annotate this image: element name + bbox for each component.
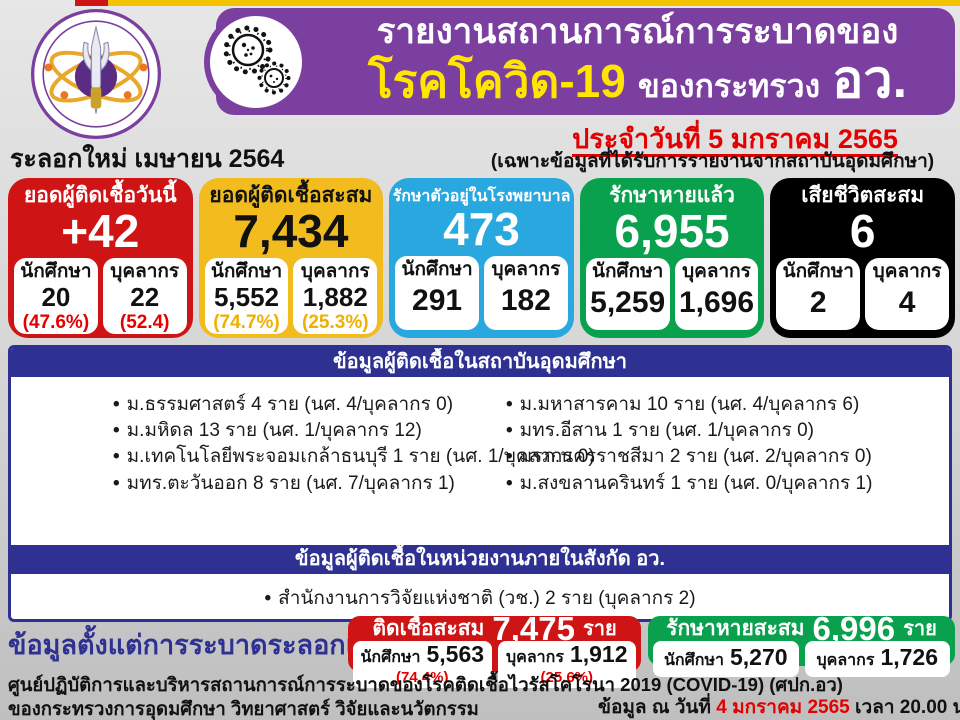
students-subcard: นักศึกษา 291: [395, 256, 479, 330]
card-value: 6,955: [614, 205, 730, 258]
card-value: 473: [443, 203, 520, 256]
list-item: มรภ.นครราชสีมา 2 ราย (นศ. 2/บุคลากร 0): [506, 444, 872, 470]
staff-subcard: บุคลากร 1,696: [674, 258, 759, 330]
students-subcard: นักศึกษา 20 (47.6%): [14, 258, 98, 335]
card-title: เสียชีวิตสะสม: [801, 184, 925, 207]
top-stripe-red: [75, 0, 108, 6]
students-subcard: นักศึกษา 5,552 (74.7%): [204, 258, 289, 335]
list-item: ม.มหิดล 13 ราย (นศ. 1/บุคลากร 12): [113, 418, 498, 444]
card-title: รักษาตัวอยู่ในโรงพยาบาล: [392, 188, 571, 205]
students-subbox: นักศึกษา 5,270: [653, 641, 799, 677]
ministry-abbrev: อว.: [832, 50, 908, 109]
ministry-of-text: ของกระทรวง: [637, 67, 821, 104]
list-item: มทร.ตะวันออก 8 ราย (นศ. 7/บุคลากร 1): [113, 471, 498, 497]
agency-list: สำนักงานการวิจัยแห่งชาติ (วช.) 2 ราย (บุ…: [11, 574, 949, 619]
infected-value: 7,475: [492, 609, 575, 647]
card-title: ยอดผู้ติดเชื้อสะสม: [209, 184, 373, 207]
list-item: ม.ธรรมศาสตร์ 4 ราย (นศ. 4/บุคลากร 0): [113, 392, 498, 418]
university-list-right: ม.มหาสารคาม 10 ราย (นศ. 4/บุคลากร 6) มทร…: [506, 392, 873, 545]
list-item: ม.สงขลานครินทร์ 1 ราย (นศ. 0/บุคลากร 1): [506, 471, 873, 497]
card-deaths: เสียชีวิตสะสม 6 นักศึกษา 2 บุคลากร 4: [770, 178, 955, 338]
list-item: มทร.อีสาน 1 ราย (นศ. 1/บุคลากร 0): [506, 418, 872, 444]
list-item: สำนักงานการวิจัยแห่งชาติ (วช.) 2 ราย (บุ…: [264, 586, 695, 612]
ministry-logo-icon: [30, 8, 162, 140]
university-list-left: ม.ธรรมศาสตร์ 4 ราย (นศ. 4/บุคลากร 0) ม.ม…: [113, 392, 595, 545]
staff-subbox: บุคลากร 1,726: [804, 641, 950, 677]
students-subcard: นักศึกษา 2: [776, 258, 861, 330]
recovered-label: รักษาหายสะสม: [666, 617, 805, 641]
staff-subcard: บุคลากร 22 (52.4): [102, 258, 187, 335]
card-value: 7,434: [233, 205, 349, 258]
data-asof-line: ข้อมูล ณ วันที่ 4 มกราคม 2565 เวลา 20.00…: [598, 692, 960, 720]
staff-subcard: บุคลากร 1,882 (25.3%): [293, 258, 378, 335]
date-note: (เฉพาะข้อมูลที่ได้รับการรายงานจากสถาบันอ…: [490, 151, 935, 172]
agency-section-header: ข้อมูลผู้ติดเชื้อในหน่วยงานภายในสังกัด อ…: [11, 545, 949, 574]
university-section-header: ข้อมูลผู้ติดเชื้อในสถาบันอุดมศึกษา: [11, 348, 949, 377]
disease-name: โรคโควิด-19: [367, 54, 626, 107]
students-subbox: นักศึกษา 5,563 (74.4%): [353, 641, 492, 688]
first-wave-heading: ข้อมูลตั้งแต่การระบาดระลอกแรก: [8, 630, 394, 660]
staff-subcard: บุคลากร 4: [865, 258, 949, 330]
coronavirus-icon: [204, 10, 308, 114]
report-date: ประจำวันที่ 5 มกราคม 2565: [570, 117, 900, 160]
card-value: +42: [61, 205, 140, 258]
recovered-value: 6,996: [812, 609, 896, 647]
stat-cards-row: ยอดผู้ติดเชื้อวันนี้ +42 นักศึกษา 20 (47…: [8, 178, 955, 338]
cumulative-infected-box: ติดเชื้อสะสม 7,475 ราย นักศึกษา 5,563 (7…: [348, 610, 641, 688]
card-cumulative-cases: ยอดผู้ติดเชื้อสะสม 7,434 นักศึกษา 5,552 …: [198, 178, 384, 338]
recovered-unit: ราย: [903, 618, 937, 640]
staff-subbox: บุคลากร 1,912 (25.6%): [497, 641, 636, 688]
card-value: 6: [849, 205, 876, 258]
detail-panel: ข้อมูลผู้ติดเชื้อในสถาบันอุดมศึกษา ม.ธรร…: [8, 345, 952, 622]
card-hospitalized: รักษาตัวอยู่ในโรงพยาบาล 473 นักศึกษา 291…: [389, 178, 574, 338]
wave-label: ระลอกใหม่ เมษายน 2564: [10, 145, 285, 173]
infected-unit: ราย: [582, 618, 617, 640]
card-recovered: รักษาหายแล้ว 6,955 นักศึกษา 5,259 บุคลาก…: [579, 178, 765, 338]
staff-subcard: บุคลากร 182: [483, 256, 568, 330]
list-item: ม.มหาสารคาม 10 ราย (นศ. 4/บุคลากร 6): [506, 392, 872, 418]
title-banner: รายงานสถานการณ์การระบาดของ โรคโควิด-19 ข…: [216, 8, 955, 115]
card-title: รักษาหายแล้ว: [609, 184, 735, 207]
top-stripe-yellow: [108, 0, 960, 6]
footer-org-line1: ศูนย์ปฏิบัติการและบริหารสถานการณ์การระบา…: [8, 674, 843, 695]
footer-org-line2: ของกระทรวงการอุดมศึกษา วิทยาศาสตร์ วิจัย…: [8, 698, 479, 719]
infected-label: ติดเชื้อสะสม: [372, 617, 485, 641]
university-lists: ม.ธรรมศาสตร์ 4 ราย (นศ. 4/บุคลากร 0) ม.ม…: [11, 377, 949, 545]
card-title: ยอดผู้ติดเชื้อวันนี้: [23, 184, 177, 207]
asof-prefix: ข้อมูล ณ วันที่: [598, 697, 711, 718]
report-title: รายงานสถานการณ์การระบาดของ: [376, 12, 899, 51]
card-new-cases: ยอดผู้ติดเชื้อวันนี้ +42 นักศึกษา 20 (47…: [8, 178, 193, 338]
asof-suffix: เวลา 20.00 น.: [855, 697, 960, 718]
list-item: ม.เทคโนโลยีพระจอมเกล้าธนบุรี 1 ราย (นศ. …: [113, 444, 595, 470]
cumulative-recovered-box: รักษาหายสะสม 6,996 ราย นักศึกษา 5,270 บุ…: [648, 610, 955, 677]
students-subcard: นักศึกษา 5,259: [585, 258, 670, 330]
asof-date: 4 มกราคม 2565: [716, 697, 850, 718]
